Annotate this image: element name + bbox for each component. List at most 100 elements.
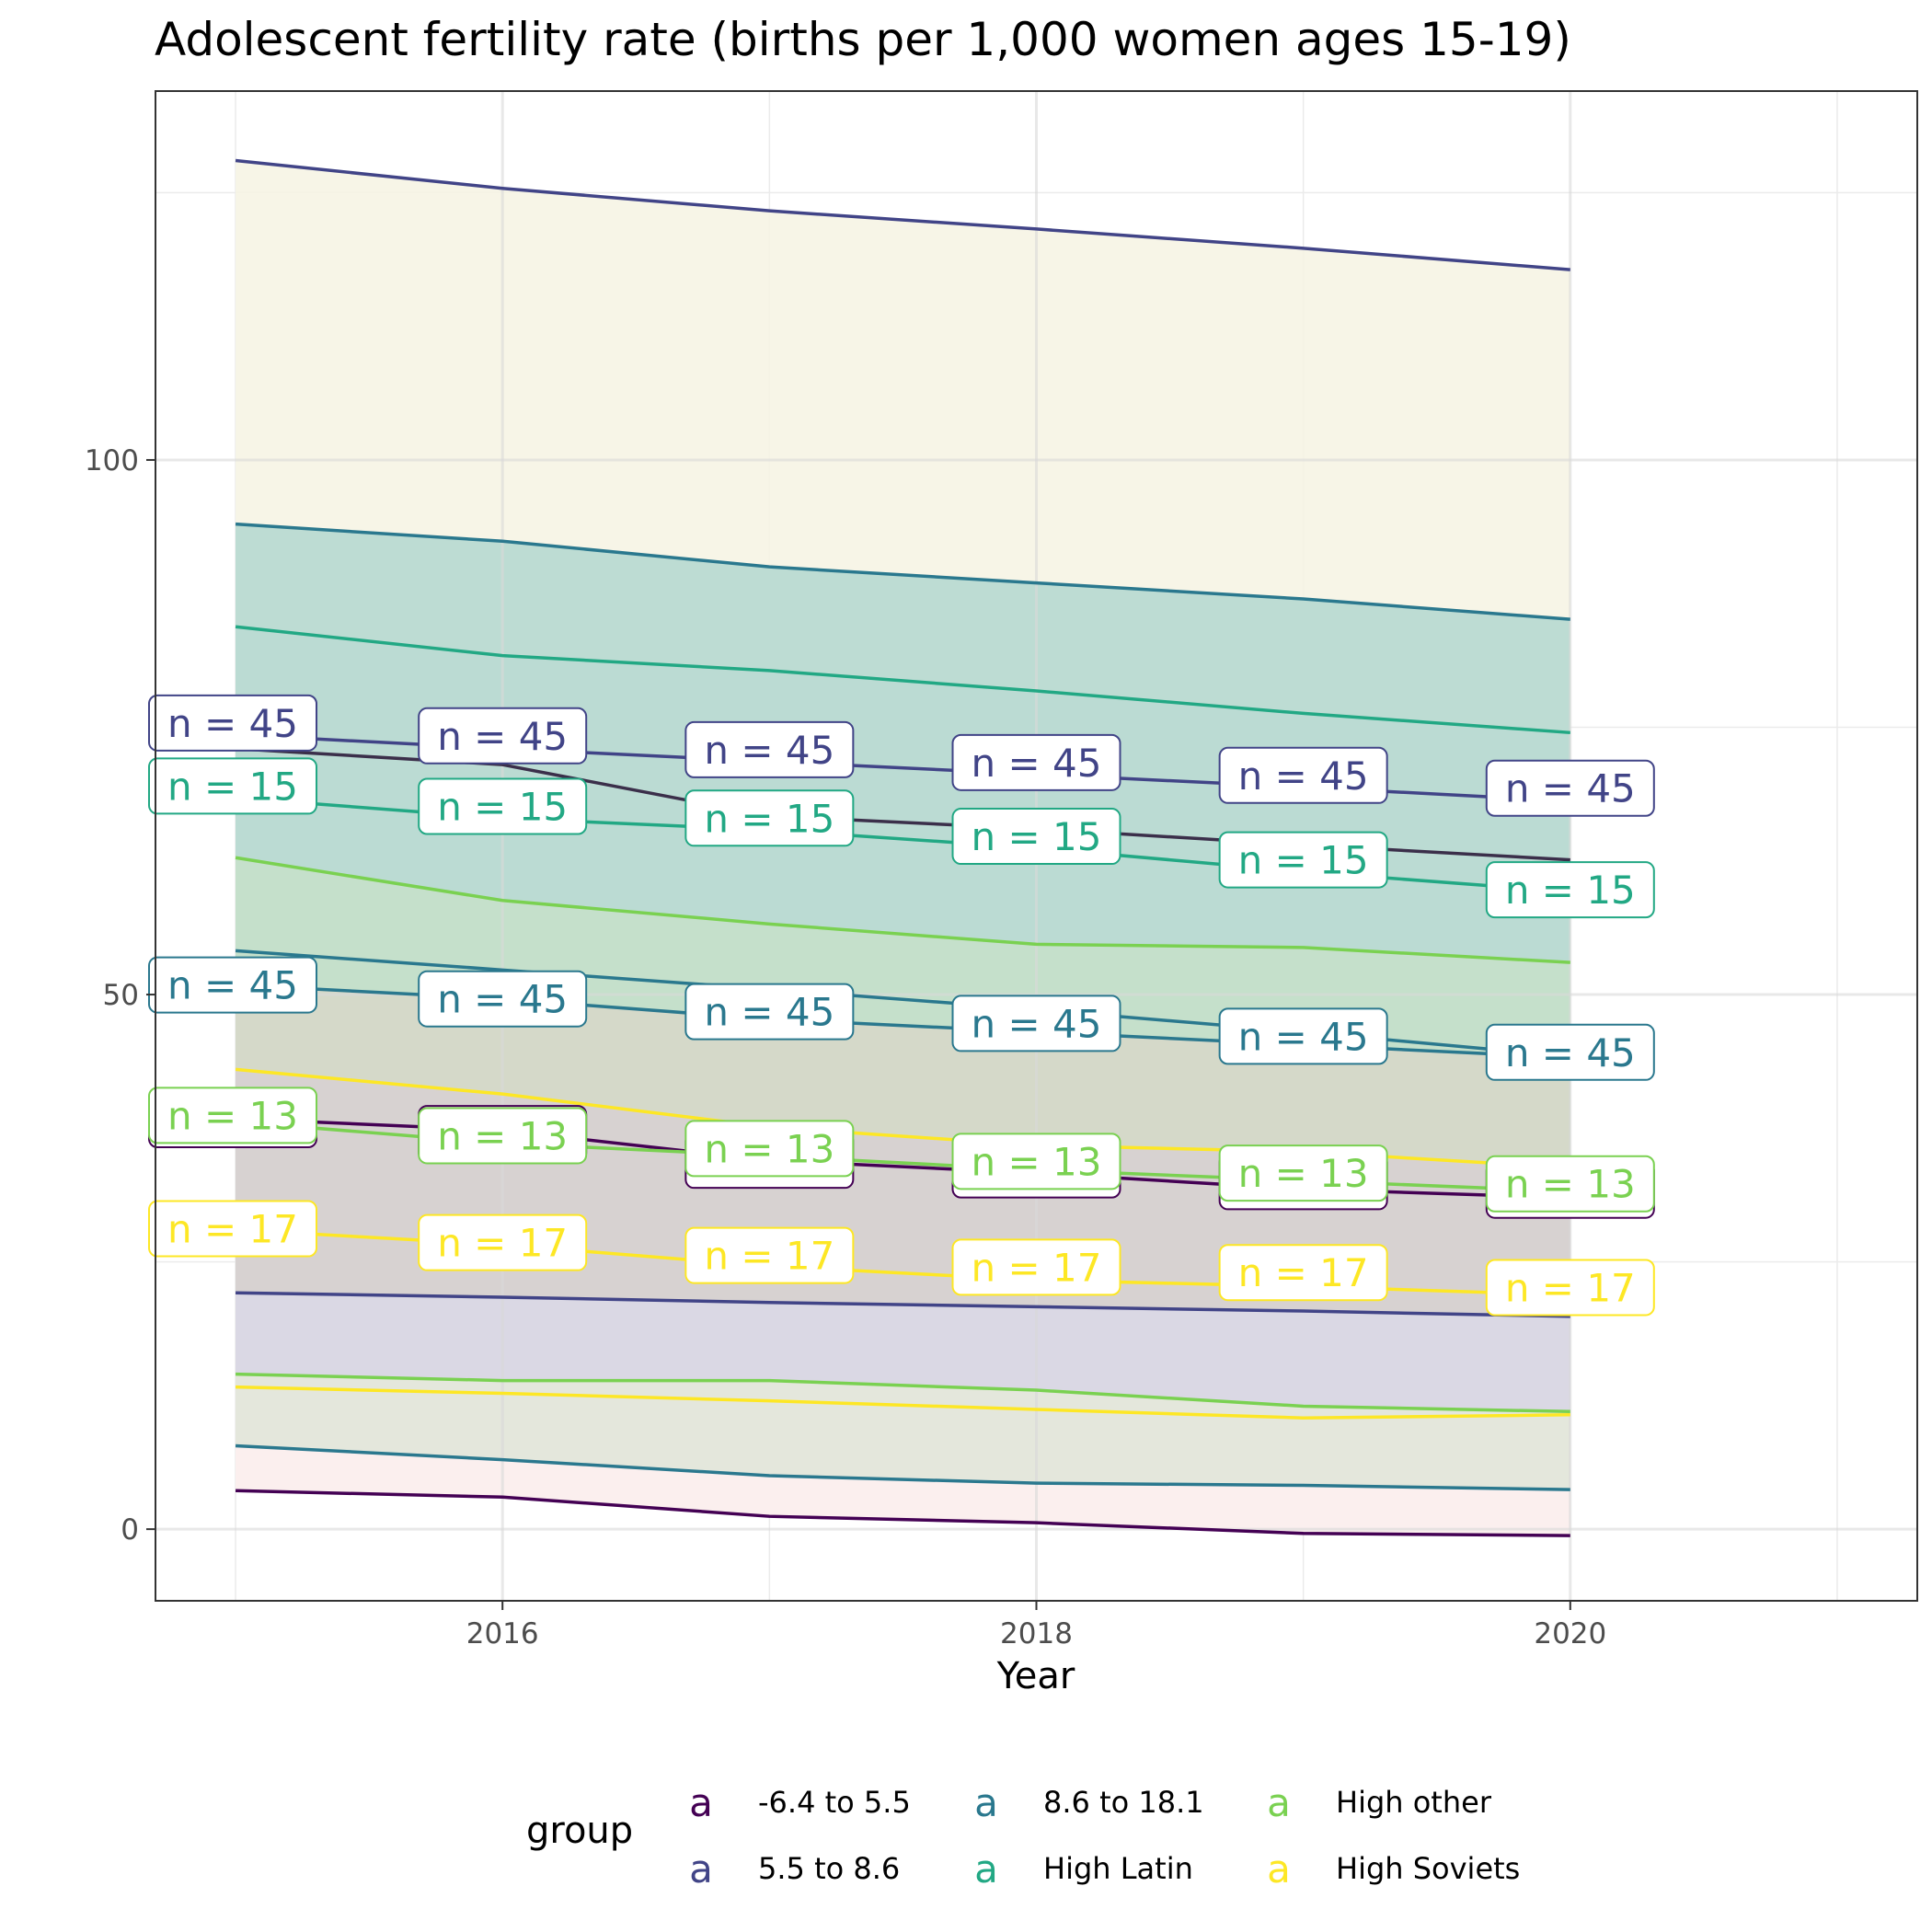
data-label-box	[418, 970, 588, 1028]
data-label-0-5: n = 45	[1485, 759, 1655, 817]
data-label-box	[951, 808, 1121, 866]
x-tick-label: 2018	[1000, 1617, 1073, 1650]
legend: group a -6.4 to 5.5 a 5.5 to 8.6 a 8.6 to 18.…	[526, 1780, 1520, 1892]
data-label-1-2: n = 15	[684, 789, 855, 847]
legend-label: 8.6 to 18.1	[1043, 1785, 1204, 1820]
legend-key-glyph: a	[689, 1780, 713, 1825]
data-label-1-0: n = 15	[148, 757, 317, 815]
data-label-2-1: n = 45	[418, 970, 588, 1028]
data-label-4-2: n = 13	[684, 1120, 855, 1178]
data-label-box	[1485, 861, 1655, 919]
legend-label: High Soviets	[1336, 1851, 1520, 1886]
data-label-box	[148, 1087, 317, 1144]
data-label-text: n = 45	[167, 963, 298, 1008]
data-label-text: n = 15	[437, 784, 568, 829]
data-label-5-2: n = 17	[684, 1226, 855, 1284]
series-line-s5_upper	[235, 856, 1570, 964]
data-label-1-1: n = 15	[418, 777, 588, 835]
data-label-text: n = 15	[704, 796, 834, 841]
data-label-text: n = 45	[972, 1001, 1102, 1046]
data-label-2-0: n = 45	[148, 956, 317, 1014]
legend-key-glyph: a	[974, 1846, 998, 1892]
data-label-box	[684, 1120, 855, 1178]
data-label-box	[951, 995, 1121, 1052]
data-label-box	[1485, 759, 1655, 817]
data-label-5-3: n = 17	[951, 1238, 1121, 1296]
y-tick-label: 0	[121, 1513, 139, 1547]
data-label-text: n = 45	[704, 728, 834, 773]
x-axis-title: Year	[996, 1655, 1075, 1697]
series-line-s6_lower	[236, 1385, 1570, 1420]
data-label-text: n = 17	[167, 1207, 298, 1252]
data-label-text: n = 13	[704, 1126, 834, 1171]
data-label-text: n = 45	[437, 714, 568, 759]
data-label-text: n = 13	[1505, 1162, 1636, 1207]
data-label-box	[951, 733, 1121, 791]
x-tick-label: 2020	[1534, 1617, 1606, 1650]
area-band-9	[236, 1445, 1570, 1536]
data-label-5-5: n = 17	[1485, 1259, 1655, 1317]
data-label-box	[1218, 746, 1388, 804]
data-label-box	[1485, 1259, 1655, 1317]
data-label-4-1: n = 13	[418, 1107, 588, 1165]
legend-key-glyph: a	[1267, 1846, 1291, 1892]
y-tick-label: 100	[85, 444, 139, 477]
data-label-box	[1218, 1244, 1388, 1302]
data-label-box	[418, 777, 588, 835]
data-label-text: n = 17	[1238, 1250, 1369, 1295]
legend-label: High other	[1336, 1785, 1492, 1820]
data-label-1-5: n = 15	[1485, 861, 1655, 919]
series-line-s3_upper	[235, 522, 1570, 621]
data-label-text: n = 15	[1238, 838, 1369, 883]
data-labels: n = 45 n = 45 n = 45 n = 45 n = 45 n = 45 n = …	[148, 694, 1655, 1317]
data-label-text: n = 13	[972, 1139, 1102, 1184]
data-label-text: n = 13	[437, 1113, 568, 1158]
data-label-box	[418, 1107, 588, 1165]
data-label-box	[148, 956, 317, 1014]
data-label-text: n = 13	[1238, 1151, 1369, 1196]
data-label-2-3: n = 45	[951, 995, 1121, 1052]
data-label-box	[684, 789, 855, 847]
data-label-4-4: n = 13	[1218, 1144, 1388, 1202]
data-label-box	[1218, 831, 1388, 889]
data-label-box	[1218, 1144, 1388, 1202]
data-label-box	[1485, 1023, 1655, 1081]
data-label-text: n = 45	[1238, 1014, 1369, 1059]
series-line-s1_lower	[236, 1489, 1570, 1537]
series-line-s4_upper	[235, 625, 1570, 735]
data-label-text: n = 15	[167, 764, 298, 809]
data-label-0-1: n = 45	[418, 707, 588, 765]
data-label-text: n = 15	[1505, 868, 1636, 913]
series-line-s3_lower	[235, 1443, 1570, 1491]
legend-key-glyph: a	[974, 1780, 998, 1825]
data-label-text: n = 17	[972, 1245, 1102, 1290]
legend-key-glyph: a	[689, 1846, 713, 1892]
data-label-box	[684, 1226, 855, 1284]
data-label-text: n = 45	[1505, 1030, 1636, 1075]
data-label-2-4: n = 45	[1218, 1007, 1388, 1065]
data-label-box	[418, 707, 588, 765]
data-label-text: n = 17	[1505, 1265, 1636, 1310]
data-label-text: n = 45	[437, 977, 568, 1022]
data-label-text: n = 13	[167, 1093, 298, 1138]
data-label-text: n = 45	[1238, 753, 1369, 799]
data-label-2-5: n = 45	[1485, 1023, 1655, 1081]
data-label-1-4: n = 15	[1218, 831, 1388, 889]
data-label-box	[148, 1200, 317, 1258]
data-label-0-0: n = 45	[148, 694, 317, 752]
data-label-2-2: n = 45	[684, 983, 855, 1041]
data-label-text: n = 45	[704, 990, 834, 1035]
y-axis: 0 50 100	[85, 444, 155, 1547]
data-label-box	[1218, 1007, 1388, 1065]
data-label-text: n = 17	[704, 1234, 834, 1279]
data-label-box	[951, 1133, 1121, 1190]
data-label-text: n = 45	[972, 741, 1102, 786]
legend-label: -6.4 to 5.5	[758, 1785, 911, 1820]
data-label-box	[148, 757, 317, 815]
data-label-text: n = 15	[972, 814, 1102, 859]
data-label-4-3: n = 13	[951, 1133, 1121, 1190]
legend-title: group	[526, 1810, 633, 1852]
legend-label: High Latin	[1043, 1851, 1193, 1886]
y-tick-label: 50	[103, 979, 139, 1012]
